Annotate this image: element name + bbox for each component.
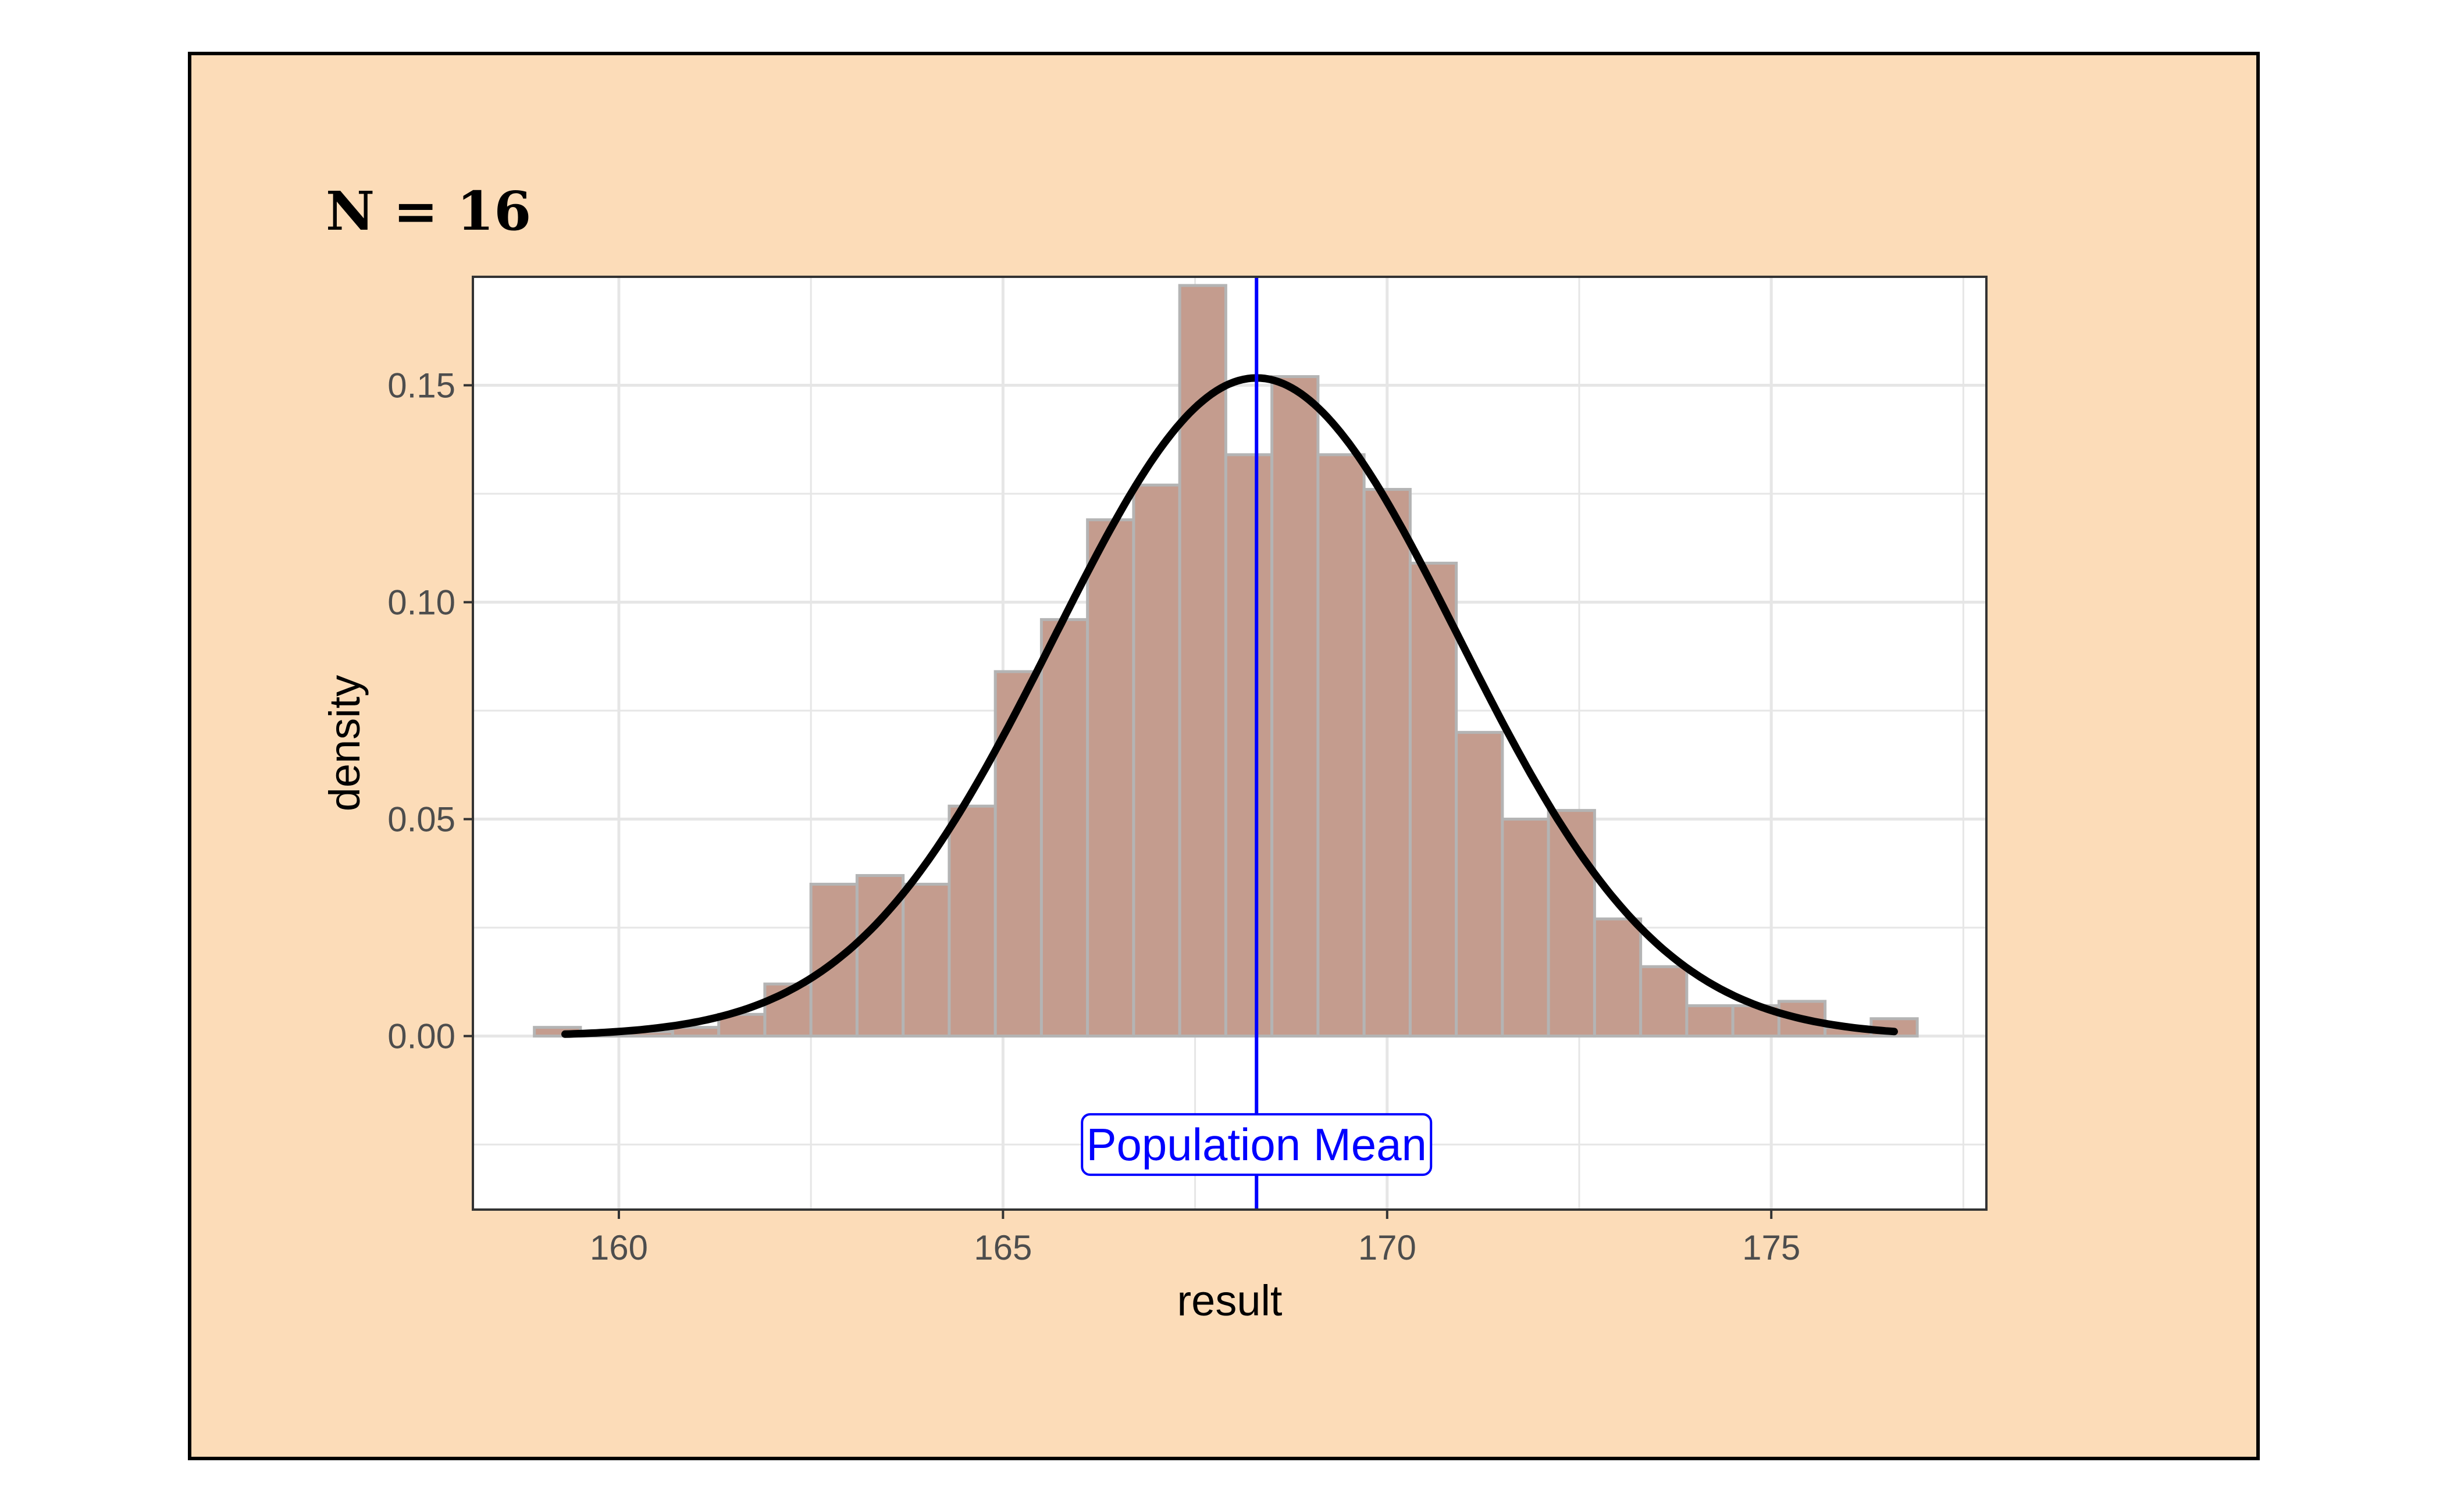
x-tick-label: 170	[1358, 1228, 1416, 1267]
histogram-bar	[948, 804, 997, 1038]
histogram-bar	[1039, 618, 1089, 1038]
population-mean-label-box	[1081, 1113, 1433, 1176]
histogram-bar	[1224, 453, 1274, 1038]
histogram-bar	[1316, 453, 1366, 1038]
histogram-bar	[1685, 1004, 1735, 1038]
histogram-bar	[1639, 965, 1689, 1038]
histogram-bar	[1362, 488, 1412, 1038]
y-tick-label: 0.10	[387, 583, 455, 622]
normal-curve	[561, 374, 1898, 1038]
histogram-bars	[533, 284, 1919, 1038]
x-axis-label: result	[1177, 1276, 1283, 1325]
y-tick-label: 0.00	[387, 1017, 455, 1056]
chart-title: N = 16	[326, 180, 531, 243]
histogram-bar	[1593, 917, 1643, 1038]
plot-panel-border	[472, 276, 1988, 1211]
histogram-bar	[1547, 809, 1596, 1038]
histogram-bar	[1270, 375, 1320, 1038]
histogram-bar	[1408, 561, 1458, 1038]
histogram-bar	[902, 882, 951, 1038]
y-tick-label: 0.05	[387, 800, 455, 839]
y-tick-label: 0.15	[387, 366, 455, 405]
histogram-bar	[1086, 518, 1135, 1038]
histogram-bar	[1132, 483, 1181, 1038]
histogram-bar	[1455, 730, 1504, 1038]
x-tick-label: 175	[1742, 1228, 1800, 1267]
population-mean-label: Population Mean	[1087, 1119, 1427, 1170]
histogram-bar	[1501, 818, 1550, 1038]
x-axis: 160 165 170 175	[590, 1210, 1800, 1267]
x-tick-label: 165	[974, 1228, 1032, 1267]
histogram-bar	[993, 670, 1043, 1038]
y-axis: 0.00 0.05 0.10 0.15	[387, 366, 473, 1056]
x-tick-label: 160	[590, 1228, 648, 1267]
y-axis-label: density	[320, 675, 369, 811]
